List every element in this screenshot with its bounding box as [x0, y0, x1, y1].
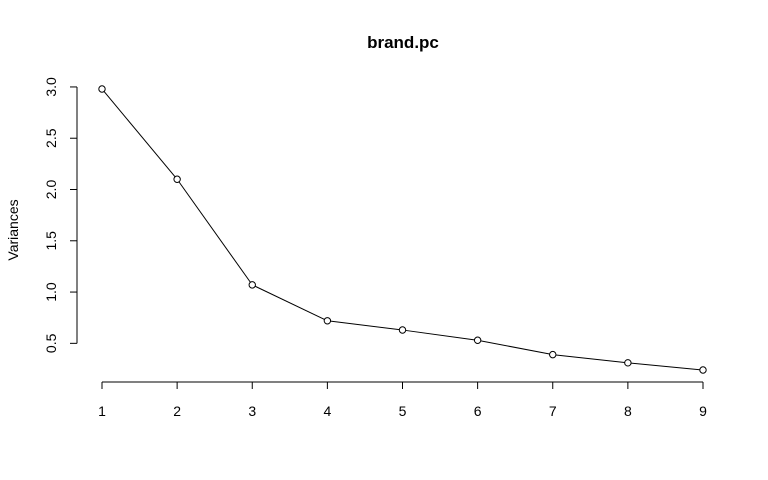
x-tick-label: 3	[248, 403, 256, 419]
y-axis-label: Variances	[5, 199, 21, 260]
y-tick-label: 2.0	[43, 180, 59, 200]
line-segment	[178, 181, 251, 283]
line-segment	[330, 320, 400, 331]
series-line	[98, 85, 707, 374]
y-tick-label: 1.5	[43, 231, 59, 251]
y-tick-label: 2.5	[43, 128, 59, 148]
x-tick-label: 9	[699, 403, 707, 419]
line-segment	[480, 340, 550, 355]
x-tick-label: 4	[323, 403, 331, 419]
line-segment	[631, 362, 700, 371]
data-point	[248, 281, 256, 289]
data-point	[473, 336, 482, 344]
x-tick-label: 1	[98, 403, 106, 419]
x-tick-label: 2	[173, 403, 181, 419]
y-tick-label: 3.0	[43, 77, 59, 97]
data-point	[173, 175, 181, 183]
x-tick-label: 7	[549, 403, 557, 419]
data-point	[624, 359, 632, 367]
x-tick-label: 5	[399, 403, 407, 419]
line-segment	[103, 91, 176, 178]
y-tick-label: 1.0	[43, 282, 59, 302]
line-segment	[254, 285, 325, 320]
x-axis: 1 2 3 4 5 6 7 8 9	[98, 381, 707, 419]
chart-title: brand.pc	[367, 33, 439, 52]
data-point	[549, 350, 557, 359]
x-tick-label: 6	[474, 403, 482, 419]
data-point	[323, 317, 332, 325]
data-point	[98, 85, 106, 93]
line-segment	[405, 329, 475, 341]
data-point	[398, 326, 407, 334]
data-point	[699, 366, 707, 374]
x-tick-label: 8	[624, 403, 632, 419]
y-tick-label: 0.5	[43, 333, 59, 353]
line-segment	[555, 354, 625, 363]
y-axis: 0.5 1.0 1.5 2.0 2.5 3.0	[43, 77, 78, 353]
